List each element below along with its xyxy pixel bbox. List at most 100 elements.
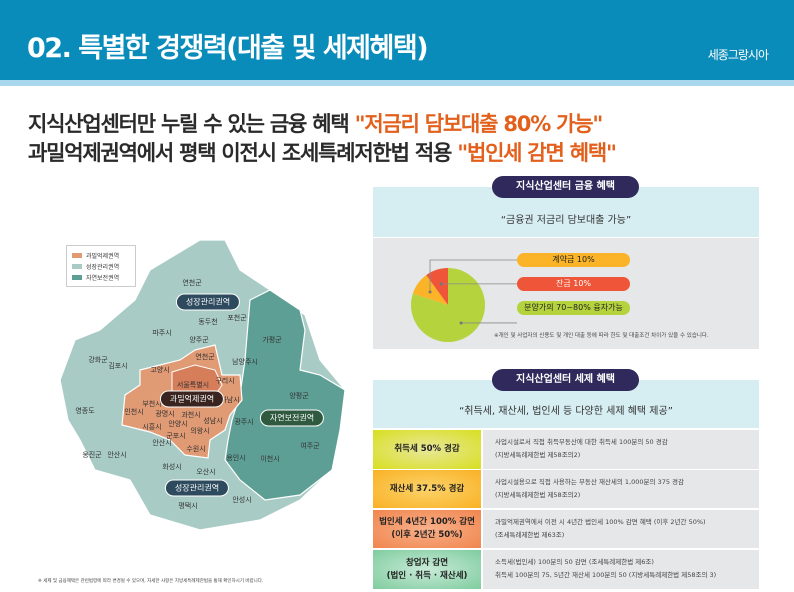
map-place-label: 성남시 bbox=[203, 417, 223, 425]
pie-label-balance: 잔금 10% bbox=[517, 277, 630, 291]
legend-swatch bbox=[72, 264, 82, 269]
map-place-label: 파주시 bbox=[152, 329, 172, 337]
map-place-label: 양주군 bbox=[189, 336, 209, 344]
map-place-label: 고양시 bbox=[150, 366, 170, 374]
headline-text: 과밀억제권역에서 평택 이전시 조세특례저한법 적용 bbox=[28, 141, 458, 165]
headline-line2: 과밀억제권역에서 평택 이전시 조세특례저한법 적용 "법인세 감면 혜택" bbox=[28, 137, 617, 167]
legend-label: 성장관리권역 bbox=[86, 264, 120, 271]
map-place-label: 옹진군 bbox=[82, 451, 102, 459]
key-line: (이후 2년간 50%) bbox=[391, 530, 463, 540]
desc-line: 소득세(법인세) 100분의 50 감면 (조세특례제한법 제6조) bbox=[495, 558, 654, 566]
key-line: 법인세 4년간 100% 감면 bbox=[379, 517, 475, 527]
finance-note: ※개인 및 사업자의 신용도 및 개인 대출 등에 따라 한도 및 대출조건 차… bbox=[494, 333, 709, 339]
pie-slice bbox=[426, 268, 448, 305]
map-place-label: 연천군 bbox=[182, 279, 202, 287]
map-legend: 과밀억제권역 성장관리권역 자연보전권역 bbox=[66, 245, 136, 287]
map-place-label: 부천시 bbox=[142, 400, 162, 408]
pie-label-deposit: 계약금 10% bbox=[517, 253, 630, 267]
headline-text: 지식산업센터만 누릴 수 있는 금융 혜택 bbox=[28, 112, 355, 136]
desc-line: (지방세특례제한법 제58조의2) bbox=[495, 491, 581, 499]
map-place-label: 하남시 bbox=[220, 396, 240, 404]
tax-row: 취득세 50% 경감 사업시설로서 직접 취득부동산에 대한 취득세 100분의 … bbox=[373, 430, 759, 469]
map-place-label: 동두천 bbox=[198, 318, 218, 326]
legend-label: 자연보전권역 bbox=[86, 275, 120, 282]
map-place-label: 평택시 bbox=[178, 502, 198, 510]
headline-line1: 지식산업센터만 누릴 수 있는 금융 혜택 "저금리 담보대출 80% 가능" bbox=[28, 108, 604, 138]
desc-line: 과밀억제권역에서 이전 시 4년간 법인세 100% 감면 혜택 (이후 2년간… bbox=[495, 518, 706, 526]
legend-swatch bbox=[72, 275, 82, 280]
zone-badge-nature: 자연보전권역 bbox=[259, 409, 325, 427]
map-place-label: 수원시 bbox=[186, 445, 206, 453]
tax-section-title: 지식산업센터 세제 혜택 bbox=[492, 369, 639, 391]
map-place-label: 영종도 bbox=[75, 407, 95, 415]
pie-leader-line bbox=[429, 259, 517, 292]
map-place-label: 구리시 bbox=[215, 377, 235, 385]
zone-badge-overcrowded: 과밀억제권역 bbox=[159, 390, 225, 408]
map-place-label: 가평군 bbox=[262, 336, 282, 344]
desc-line: 사업시설로서 직접 취득부동산에 대한 취득세 100분의 50 경감 bbox=[495, 438, 668, 446]
finance-section-title: 지식산업센터 금융 혜택 bbox=[492, 176, 639, 198]
map-place-label: 포천군 bbox=[227, 314, 247, 322]
zone-badge-growth: 성장관리권역 bbox=[164, 479, 230, 497]
map-place-label: 광명시 bbox=[155, 410, 175, 418]
tax-row-key: 법인세 4년간 100% 감면 (이후 2년간 50%) bbox=[373, 510, 481, 548]
legend-label: 과밀억제권역 bbox=[86, 253, 120, 260]
zone-badge-growth: 성장관리권역 bbox=[175, 293, 241, 311]
map-place-label: 연천군 bbox=[195, 353, 215, 361]
pie-leader-dot bbox=[428, 290, 432, 294]
tax-row: 법인세 4년간 100% 감면 (이후 2년간 50%) 과밀억제권역에서 이전 시… bbox=[373, 510, 759, 548]
desc-line: (지방세특례제한법 제58조의2) bbox=[495, 451, 581, 459]
map-place-label: 이천시 bbox=[260, 455, 280, 463]
map-place-label: 인천시 bbox=[124, 408, 144, 416]
map-place-label: 시흥시 bbox=[142, 423, 162, 431]
map-place-label: 남양주시 bbox=[232, 358, 258, 366]
map-place-label: 서울특별시 bbox=[176, 381, 210, 389]
legend-swatch bbox=[72, 253, 82, 258]
legend-item: 성장관리권역 bbox=[72, 261, 130, 272]
tax-row: 창업자 감면 (법인 · 취득 · 재산세) 소득세(법인세) 100분의 50 감… bbox=[373, 550, 759, 589]
pie-label-loan: 분양가의 70~80% 융자가능 bbox=[517, 301, 630, 315]
tax-row-desc: 사업시설용으로 직접 사용하는 부동산 재산세의 1,000분의 375 경감 (… bbox=[483, 470, 759, 508]
tax-row-desc: 과밀억제권역에서 이전 시 4년간 법인세 100% 감면 혜택 (이후 2년간… bbox=[483, 510, 759, 548]
key-line: 창업자 감면 bbox=[405, 557, 449, 568]
header-bar: 02. 특별한 경쟁력(대출 및 세제혜택) 세종그랑시아 bbox=[0, 0, 794, 80]
desc-line: 사업시설용으로 직접 사용하는 부동산 재산세의 1,000분의 375 경감 bbox=[495, 478, 684, 486]
map-place-label: 화성시 bbox=[162, 463, 182, 471]
legend-item: 자연보전권역 bbox=[72, 272, 130, 283]
desc-line: (조세특례제한법 제63조) bbox=[495, 531, 565, 539]
map-place-label: 안성시 bbox=[232, 496, 252, 504]
tax-row-key: 취득세 50% 경감 bbox=[373, 430, 481, 469]
headline-highlight: "법인세 감면 혜택" bbox=[457, 141, 617, 165]
headline-highlight: "저금리 담보대출 80% 가능" bbox=[354, 112, 604, 136]
map-place-label: 김포시 bbox=[108, 362, 128, 370]
map-place-label: 광주시 bbox=[234, 418, 254, 426]
map-nature-zone bbox=[224, 289, 346, 501]
tax-row-desc: 사업시설로서 직접 취득부동산에 대한 취득세 100분의 50 경감 (지방세특… bbox=[483, 430, 759, 469]
map-place-label: 안산시 bbox=[152, 439, 172, 447]
map-place-label: 양평군 bbox=[289, 392, 309, 400]
map-place-label: 용인시 bbox=[226, 454, 246, 462]
key-line: (법인 · 취득 · 재산세) bbox=[386, 570, 468, 581]
header-divider bbox=[0, 80, 794, 86]
map-place-label: 강화군 bbox=[88, 356, 108, 364]
tax-row: 재산세 37.5% 경감 사업시설용으로 직접 사용하는 부동산 재산세의 1,0… bbox=[373, 470, 759, 508]
pie-leader-dot bbox=[459, 321, 463, 325]
map-place-label: 과천시 bbox=[181, 411, 201, 419]
pie-leader-dot bbox=[439, 282, 443, 286]
desc-line: 취득세 100분의 75, 5년간 재산세 100분의 50 (지방세특례제한법… bbox=[495, 571, 717, 579]
map-place-label: 여주군 bbox=[300, 442, 320, 450]
page-title: 02. 특별한 경쟁력(대출 및 세제혜택) bbox=[27, 33, 429, 64]
legend-item: 과밀억제권역 bbox=[72, 250, 130, 261]
tax-row-key: 재산세 37.5% 경감 bbox=[373, 470, 481, 508]
map-place-label: 군포시 bbox=[166, 432, 186, 440]
tax-row-key: 창업자 감면 (법인 · 취득 · 재산세) bbox=[373, 550, 481, 589]
map-place-label: 오산시 bbox=[196, 468, 216, 476]
tax-row-desc: 소득세(법인세) 100분의 50 감면 (조세특례제한법 제6조) 취득세 10… bbox=[483, 550, 759, 589]
map-place-label: 의왕시 bbox=[190, 427, 210, 435]
brand-name: 세종그랑시아 bbox=[707, 48, 769, 62]
map-footnote: ※ 세제 및 금융혜택은 관련법령에 따라 변경될 수 있으며, 자세한 사항은… bbox=[38, 579, 264, 584]
map-place-label: 안산시 bbox=[107, 451, 127, 459]
map-place-label: 안양시 bbox=[168, 420, 188, 428]
